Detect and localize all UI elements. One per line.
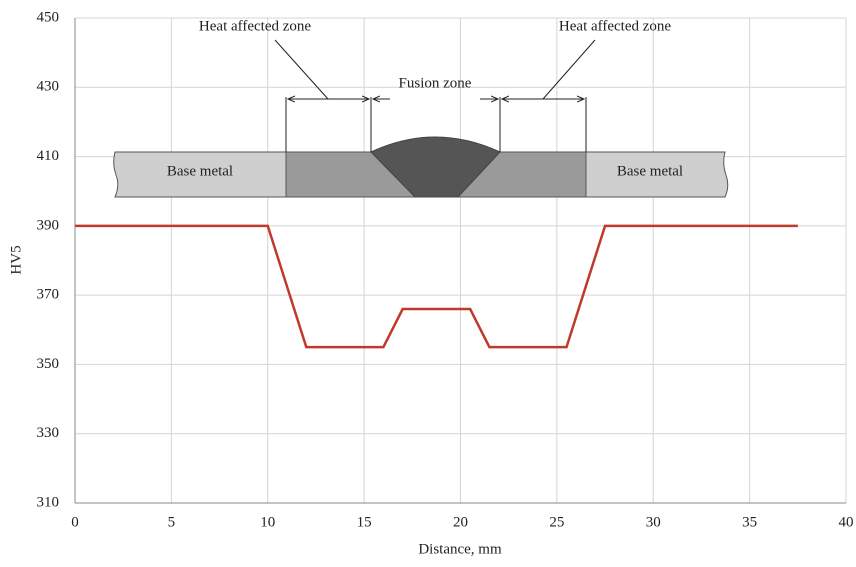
data-line bbox=[75, 224, 798, 349]
x-tick-label: 20 bbox=[453, 514, 468, 530]
annotation: Fusion zone bbox=[399, 75, 472, 91]
annotation: Base metal bbox=[617, 163, 683, 179]
base-metal-right bbox=[585, 151, 729, 198]
base-metal-left bbox=[113, 151, 287, 198]
x-tick-label: 15 bbox=[357, 514, 372, 530]
annotation: Heat affected zone bbox=[199, 18, 311, 34]
x-tick-label: 5 bbox=[168, 514, 176, 530]
weld-diagram: Heat affected zone Fusion zone Heat affe… bbox=[113, 18, 729, 198]
x-tick-label: 40 bbox=[839, 514, 854, 530]
x-tick-label: 10 bbox=[260, 514, 275, 530]
y-tick-label: 410 bbox=[37, 148, 60, 164]
y-tick-label: 450 bbox=[37, 9, 60, 25]
x-tick-label: 35 bbox=[742, 514, 757, 530]
y-tick-label: 330 bbox=[37, 425, 60, 441]
x-axis-label: Distance, mm bbox=[418, 541, 502, 557]
leader bbox=[542, 39, 596, 100]
y-tick-label: 350 bbox=[37, 356, 60, 372]
annotation: Heat affected zone bbox=[559, 18, 671, 34]
fusion-zone bbox=[370, 136, 501, 198]
y-tick-label: 310 bbox=[37, 494, 60, 510]
y-axis-label: HV5 bbox=[8, 245, 24, 274]
y-tick-label: 370 bbox=[37, 287, 60, 303]
x-tick-label: 25 bbox=[549, 514, 564, 530]
y-tick-label: 390 bbox=[37, 217, 60, 233]
annotation: Base metal bbox=[167, 163, 233, 179]
y-tick-label: 430 bbox=[37, 79, 60, 95]
x-tick-label: 30 bbox=[646, 514, 661, 530]
x-tick-label: 0 bbox=[71, 514, 79, 530]
leader bbox=[274, 39, 329, 100]
